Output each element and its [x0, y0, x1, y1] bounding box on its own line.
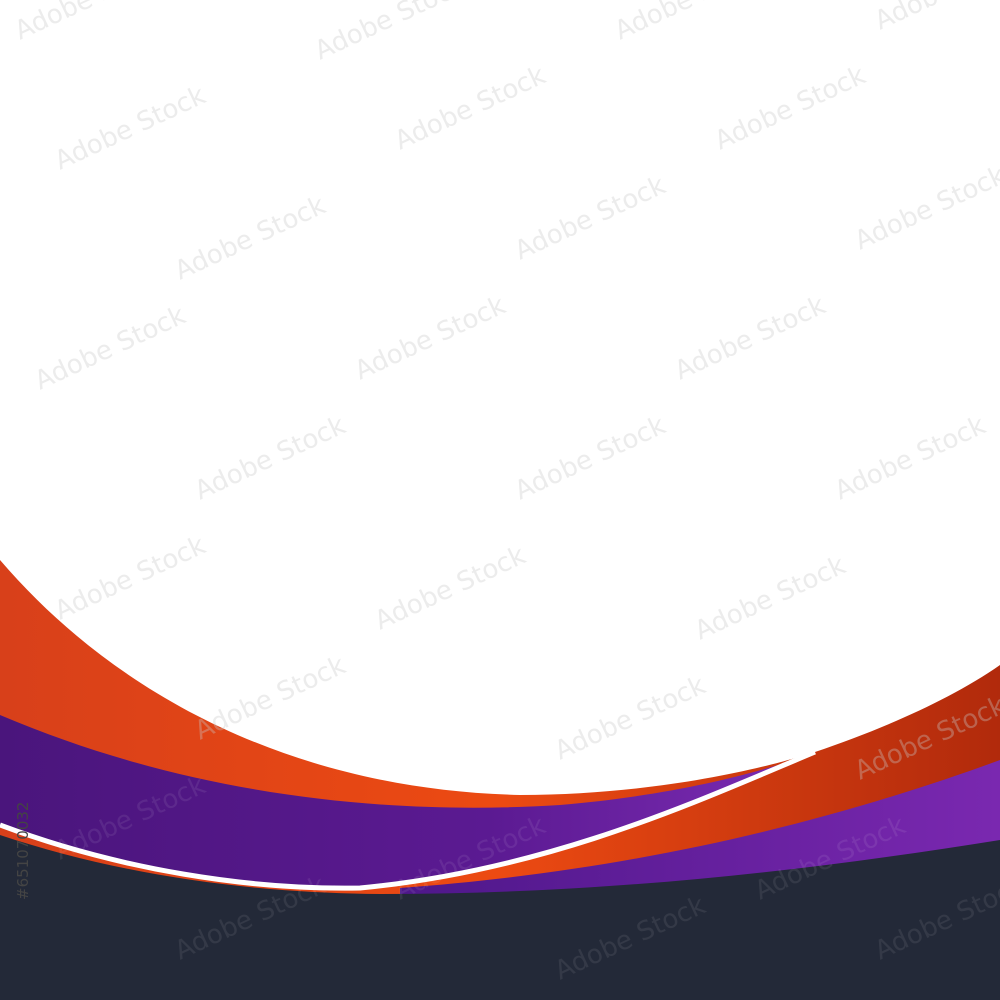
image-id: #651070032 — [14, 802, 32, 900]
white-line — [0, 749, 816, 891]
dark-base — [0, 835, 1000, 1000]
purple-wave-left — [0, 715, 815, 889]
